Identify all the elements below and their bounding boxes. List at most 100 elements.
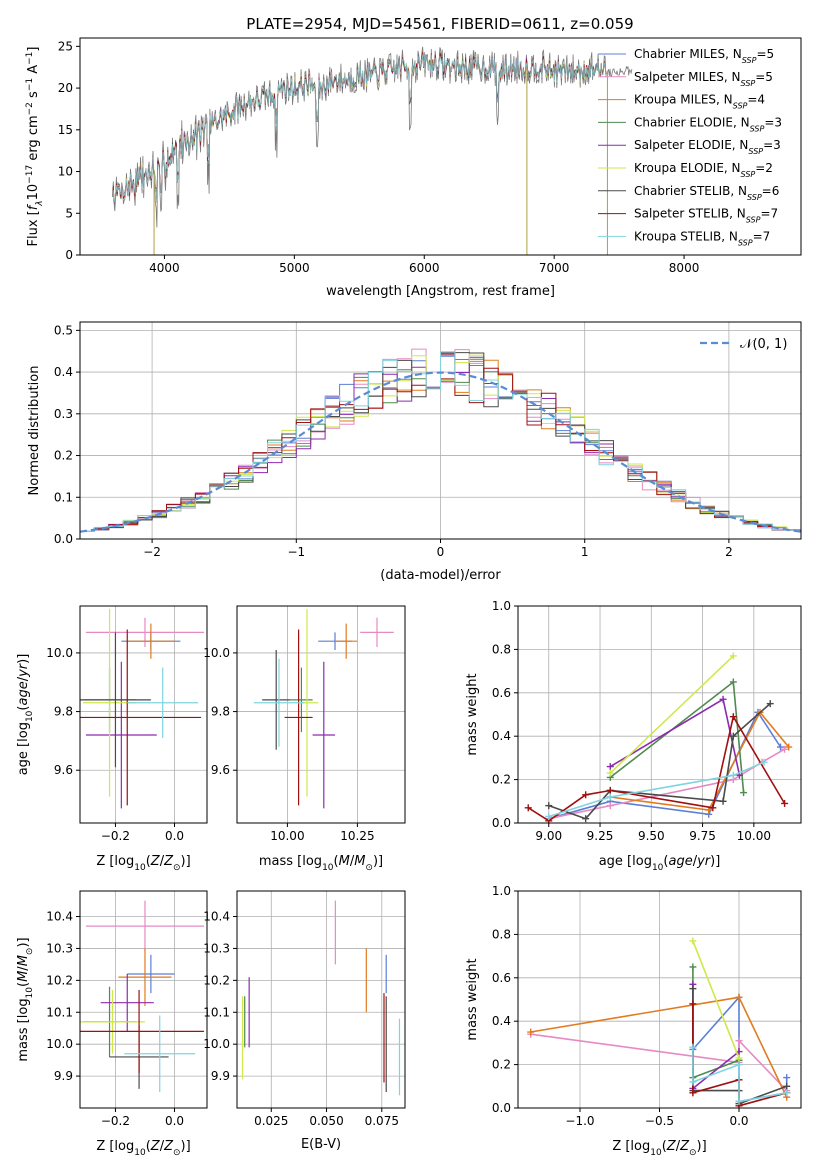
x-axis-label: Z [log10(Z/Z⊙)] [96,854,190,873]
y-axis-label: age [log10(age/yr)] [16,654,35,776]
x-tick-label: 1 [581,545,589,559]
spectrum-model-line-6 [112,52,607,204]
y-tick-label: 0.2 [54,449,73,463]
legend-label-6: Chabrier STELIB, NSSP=6 [634,184,779,202]
y-tick-label: 0.6 [492,971,511,985]
x-tick-label: 6000 [409,261,440,275]
x-tick-label: 9.50 [638,829,665,843]
axes-frame [236,605,406,824]
panel-age-vs-mass: 10.00 10.25 9.6 9.8 10.0 mass [log10(M/M⊙)] [203,605,406,873]
y-tick-label: 0.0 [492,816,511,830]
plot-area [80,348,801,539]
plot-area [112,46,633,255]
x-tick-label: 9.25 [587,829,614,843]
y-tick-label: 9.9 [211,1069,230,1083]
y-tick-label: 10.4 [46,910,73,924]
x-tick-label: 0.025 [254,1114,288,1128]
y-axis-label: Flux [fλ10−17 erg cm−2 s−1 A−1] [25,47,45,247]
y-tick-label: 10.2 [203,973,230,987]
axes-frame [79,605,208,824]
y-tick-label: 20 [58,81,73,95]
x-tick-label: 0.075 [365,1114,399,1128]
y-tick-label: 0.4 [492,729,511,743]
x-tick-label: 0 [437,545,445,559]
x-tick-label: −1.0 [565,1114,594,1128]
y-tick-label: 1.0 [492,599,511,613]
weight-line-5 [692,940,740,1059]
x-tick-label: 0.0 [729,1114,748,1128]
weight-line-5 [609,655,734,774]
y-axis-label: mass weight [465,958,480,1040]
y-tick-label: 0.2 [492,773,511,787]
y-tick-label: 10.3 [203,941,230,955]
y-tick-label: 9.6 [54,763,73,777]
legend-label-0: Chabrier MILES, NSSP=5 [634,47,774,65]
weight-line-1 [530,1033,788,1092]
y-tick-label: 25 [58,39,73,53]
x-tick-label: 0.050 [309,1114,343,1128]
weight-line-0 [548,710,782,820]
x-axis-label: (data-model)/error [380,568,501,583]
y-tick-label: 0.6 [492,686,511,700]
spectrum-model-line-8 [112,54,607,204]
panel-spectrum: 4000 5000 6000 7000 8000 0 5 10 15 20 25 wavelength… [25,37,802,299]
y-tick-label: 10.1 [203,1005,230,1019]
weight-line-8 [548,761,765,818]
y-axis-label: Normed distribution [27,366,42,496]
legend-label-8: Kroupa STELIB, NSSP=7 [634,229,770,247]
x-tick-label: 9.75 [689,829,716,843]
y-axis-label: mass [log10(M/M⊙)] [16,937,35,1061]
y-tick-label: 10.0 [46,1037,73,1051]
x-tick-label: −0.2 [101,1114,130,1128]
weight-line-2 [610,710,790,811]
x-axis-label: mass [log10(M/M⊙)] [259,854,383,873]
x-tick-label: 10.00 [737,829,771,843]
x-tick-label: 10.25 [340,829,374,843]
y-tick-label: 0.2 [492,1058,511,1072]
x-tick-label: 10.00 [270,829,304,843]
axes-frame [517,605,802,824]
plot-area [241,900,401,1096]
y-tick-label: 5 [65,206,73,220]
legend-label-7: Salpeter STELIB, NSSP=7 [634,207,778,225]
legend-label-5: Kroupa ELODIE, NSSP=2 [634,161,773,179]
y-tick-label: 0.4 [54,365,73,379]
y-tick-label: 0 [65,248,73,262]
y-tick-label: 0.8 [492,927,511,941]
y-tick-label: 1.0 [492,884,511,898]
y-tick-label: 9.9 [54,1069,73,1083]
y-tick-label: 10.0 [46,646,73,660]
y-tick-label: 10.4 [203,910,230,924]
panel-mass-vs-ebv: 0.025 0.050 0.075 9.9 10.0 10.1 10.2 10.3 10.4 E(… [203,890,406,1152]
axes-frame [236,890,406,1109]
y-tick-label: 15 [58,123,73,137]
panel-weight-vs-Z: −1.0 −0.5 0.0 0.0 0.2 0.4 0.6 0.8 1.0 mass weight… [465,884,802,1158]
x-tick-label: 7000 [539,261,570,275]
y-tick-label: 0.3 [54,407,73,421]
panel-age-vs-Z: −0.2 0.0 9.6 9.8 10.0 Z [log10(Z/Z⊙)] age [log… [16,605,208,873]
panel-residuals: −2 −1 0 1 2 0.0 0.1 0.2 0.3 0.4 0.5 (data-model)/er… [27,321,802,583]
x-tick-label: −0.2 [101,829,130,843]
legend-label-1: Salpeter MILES, NSSP=5 [634,70,773,88]
legend-label-3: Chabrier ELODIE, NSSP=3 [634,115,782,132]
x-axis-label: Z [log10(Z/Z⊙)] [96,1139,190,1158]
y-tick-label: 0.0 [54,532,73,546]
x-axis-label: E(B-V) [301,1137,341,1152]
y-tick-label: 0.4 [492,1014,511,1028]
legend-label-4: Salpeter ELODIE, NSSP=3 [634,138,781,156]
x-tick-label: 4000 [149,261,180,275]
weight-line-7 [527,714,786,822]
weight-line-2 [530,996,788,1098]
y-tick-label: 9.8 [211,705,230,719]
panel-mass-vs-Z: −0.2 0.0 9.9 10.0 10.1 10.2 10.3 10.4 Z [log10(Z… [16,890,208,1158]
x-tick-label: −2 [143,545,161,559]
y-tick-label: 10.3 [46,941,73,955]
y-tick-label: 0.0 [492,1101,511,1115]
y-tick-label: 10 [58,165,73,179]
x-tick-label: 2 [725,545,733,559]
y-tick-label: 0.8 [492,642,511,656]
plot-area [527,937,791,1108]
x-axis-label: Z [log10(Z/Z⊙)] [612,1139,706,1158]
y-tick-label: 10.0 [203,646,230,660]
x-tick-label: 0.0 [165,1114,184,1128]
